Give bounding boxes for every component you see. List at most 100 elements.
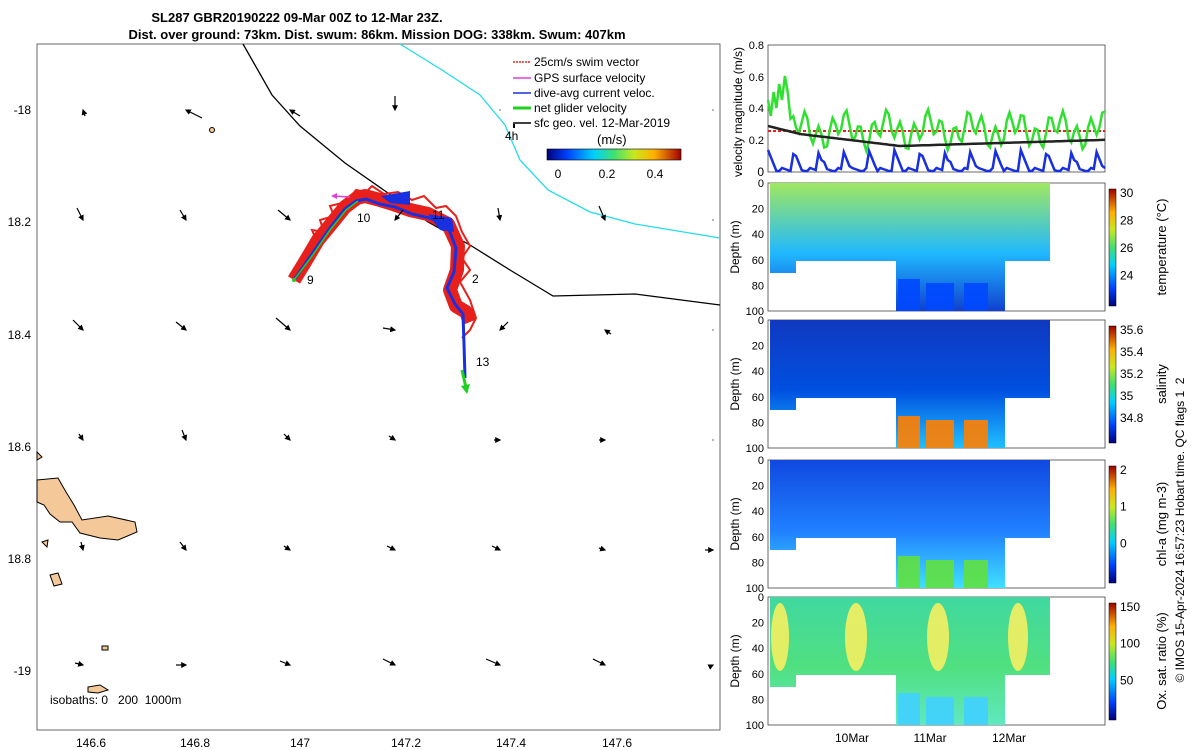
lat-axis: -18 18.2 18.4 18.6 18.8 -19 [8,103,32,678]
deep-feature [964,560,988,588]
depth-tick: 60 [752,669,764,681]
colorbar-tick: 28 [1120,214,1134,228]
oxygen-maximum [1008,603,1028,671]
colorbar-tick: 1 [1120,500,1127,514]
profile-colorbar [1108,465,1117,584]
depth-tick: 40 [752,366,764,378]
legend-label-geo: sfc geo. vel. 12-Mar-2019 [534,116,670,130]
profile-colorbar [1108,602,1117,721]
island [41,539,49,549]
profile-colorbar [1108,325,1117,444]
depth-tick: 0 [758,592,764,604]
depth-tick: 80 [752,280,764,292]
colorbar-tick: 0.2 [599,167,616,181]
colorbar-tick: 35.2 [1120,367,1144,381]
geo-vector-arrow [275,317,291,331]
net-velocity-arrowhead [461,384,470,394]
geo-vector-arrow [712,439,714,441]
colorbar-label: chl-a (mg m-3) [1154,482,1169,567]
track-start-point [292,278,296,282]
geo-vector-arrow [283,544,291,551]
geo-vector-arrow [277,209,291,221]
geo-vector-arrow [394,209,404,221]
island [36,477,138,541]
net-velocity-series [766,75,1106,156]
geo-vector-arrow [485,658,502,666]
lon-tick: 147.6 [602,736,632,750]
geo-vector-arrow [496,207,503,222]
depth-tick: 20 [752,481,764,493]
colorbar-tick: 50 [1120,673,1134,687]
legend-label-dive: dive-avg current veloc. [534,86,655,100]
depth-axis-label: Depth (m) [728,497,742,550]
depth-tick: 0 [758,455,764,467]
colorbar-tick: 0 [555,167,562,181]
lon-tick: 146.8 [180,736,210,750]
time-tick: 11Mar [913,731,946,745]
deep-feature [964,283,988,311]
colorbar-label: Ox. sat. ratio (%) [1154,612,1169,710]
deep-feature [898,279,920,311]
colorbar-tick: 0 [1120,536,1127,550]
title-line-1: SL287 GBR20190222 09-Mar 00Z to 12-Mar 2… [151,10,442,25]
colorbar-tick: 24 [1120,269,1134,283]
deep-feature [898,416,920,448]
depth-axis-label: Depth (m) [728,634,742,687]
geo-vector-arrow [712,109,714,111]
deep-feature [898,556,920,588]
geo-vector-arrow [382,326,397,333]
time-tick: 12Mar [992,731,1026,745]
geo-vector-arrow [179,541,187,551]
colorbar-tick: 35 [1120,389,1134,403]
geo-vector-arrow [184,109,203,119]
geo-vector-arrow [77,433,84,441]
current-flag [381,191,410,205]
deep-feature [926,560,954,588]
colorbar-label: salinity [1154,364,1169,404]
velocity-frame [767,44,1106,173]
island [101,645,109,651]
oxygen-maximum [845,603,867,671]
geostrophic-vector-field [72,96,715,670]
depth-tick: 100 [746,443,764,455]
depth-tick: 80 [752,417,764,429]
track-label: 11 [432,208,445,222]
colorbar-tick: 150 [1120,600,1140,614]
net-glider-track [293,200,359,281]
lat-tick: 18.6 [8,440,32,454]
colorbar-tick: 0.4 [647,167,664,181]
geo-vector-arrow [179,209,187,222]
isobath-200m [242,43,721,306]
depth-tick: 100 [746,720,764,732]
lon-axis: 146.6 146.8 147 147.2 147.4 147.6 [76,736,632,750]
profile-panel-chl-a: 0 20 40 60 80 100 Depth (m) 2 1 0 chl-a (mg m-3) [728,455,1169,595]
legend-label-net: net glider velocity [534,101,627,115]
profile-data-field [770,460,1050,588]
profile-panel-salinity: 0 20 40 60 80 100 Depth (m) 35.6 35.4 35.2 35 34.8 s… [728,315,1169,455]
velocity-tick: 0.2 [749,135,764,147]
lat-tick: 18.4 [8,328,32,342]
depth-tick: 40 [752,506,764,518]
depth-axis-label: Depth (m) [728,357,742,410]
legend-label-swim: 25cm/s swim vector [534,55,639,69]
deep-feature [964,420,988,448]
island [36,450,43,461]
geo-vector-arrow [598,205,606,222]
lon-tick: 147.4 [496,736,526,750]
profile-panel-oxygen: 0 20 40 60 80 100 Depth (m) 150 100 50 Ox. sat. ra… [728,592,1169,732]
colorbar-label: temperature (°C) [1154,199,1169,296]
time-tick: 10Mar [835,731,869,745]
geo-vector-arrow [76,207,84,222]
velocity-tick: 0.6 [749,72,764,84]
depth-tick: 100 [746,583,764,595]
colorbar-tick: 100 [1120,637,1140,651]
depth-tick: 60 [752,532,764,544]
lon-tick: 147.2 [391,736,421,750]
velocity-tick: 0.8 [749,40,764,52]
dive-avg-velocity-series [766,145,1106,174]
velocity-tick: 0.4 [749,103,764,115]
depth-tick: 40 [752,229,764,241]
deep-feature [926,420,954,448]
colorbar-title: (m/s) [597,132,627,147]
